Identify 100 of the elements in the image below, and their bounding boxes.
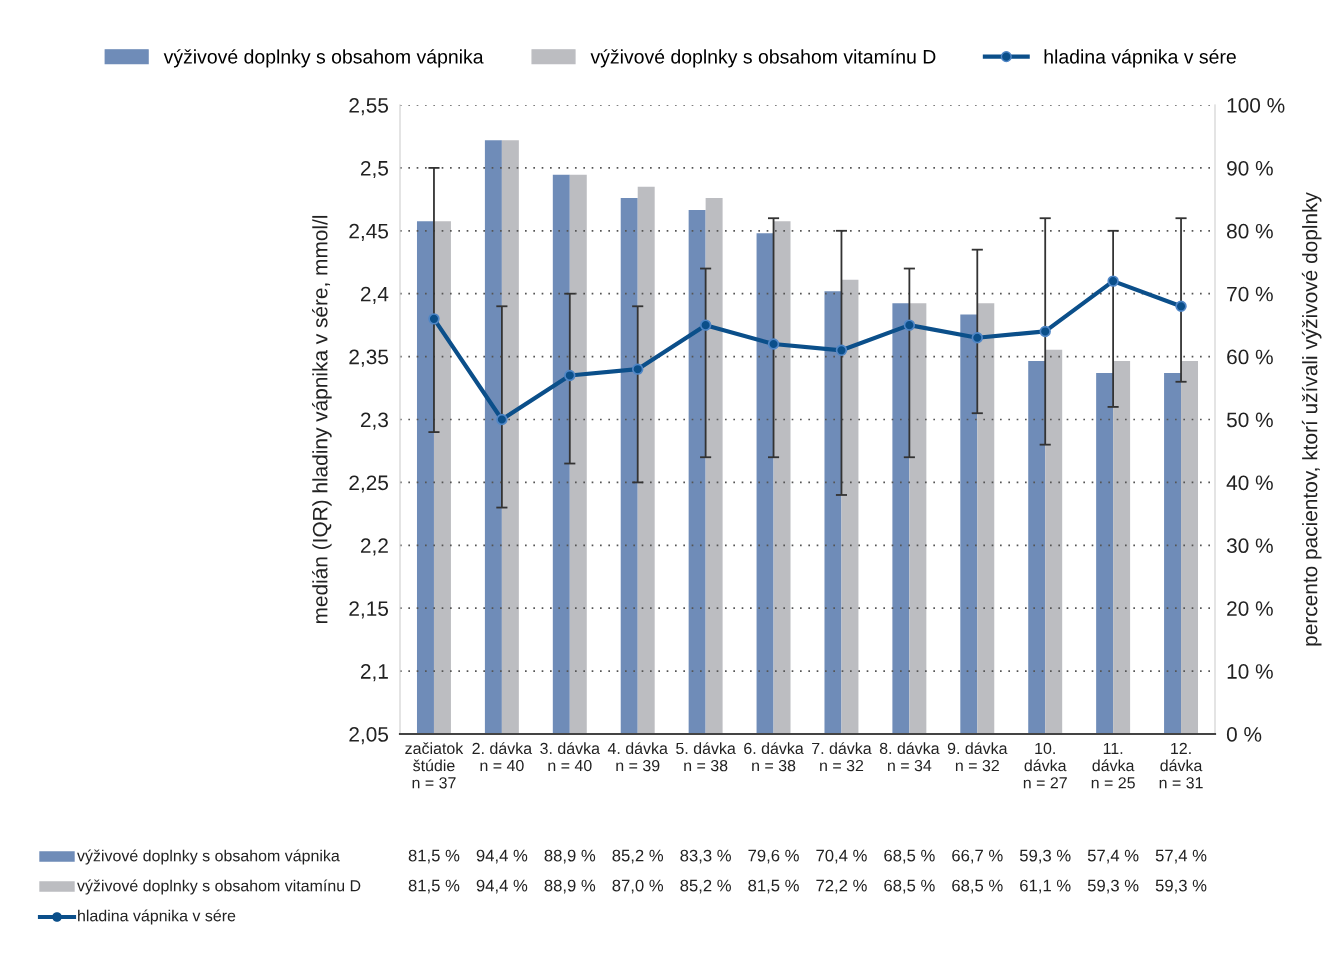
x-tick-label: 3. dávka n = 40	[540, 742, 600, 772]
bar	[892, 303, 910, 734]
data-label: 81,5 %	[408, 879, 460, 894]
data-label: 94,4 %	[476, 849, 528, 864]
bar	[977, 303, 995, 734]
x-tick-label: 5. dávka n = 38	[676, 742, 736, 772]
y2-tick-label: 20 %	[1227, 601, 1273, 616]
data-label: 83,3 %	[680, 849, 731, 864]
point	[632, 363, 644, 375]
bar	[433, 221, 451, 734]
data-label: 68,5 %	[884, 849, 935, 864]
text: výživové doplnky s obsahom vitamínu D	[77, 879, 361, 895]
y-tick-label: 2,3	[360, 412, 388, 430]
bar	[569, 174, 587, 734]
y-tick-label: 2,2	[360, 538, 388, 556]
text: výživové doplnky s obsahom vápnika	[77, 849, 340, 865]
point	[767, 338, 780, 350]
x-tick-label: 7. dávka n = 32	[812, 742, 872, 772]
x-tick-label: začiatok štúdie n = 37	[405, 742, 464, 789]
point	[835, 344, 848, 357]
point	[699, 319, 712, 331]
text: hladina vápnika v sére	[78, 909, 236, 925]
data-label: 79,6 %	[748, 849, 799, 864]
bar	[705, 198, 723, 734]
bar	[688, 210, 706, 734]
bar	[501, 140, 519, 734]
bar	[1028, 361, 1046, 734]
point	[1175, 300, 1187, 312]
bar	[620, 198, 638, 734]
point	[564, 369, 576, 382]
y2-tick-label: 0 %	[1226, 727, 1262, 742]
x-tick-label: 2. dávka n = 40	[472, 742, 533, 772]
data-label: 94,4 %	[476, 879, 528, 894]
y2-axis-title: percento pacientov, ktorí užívali výživové doplnky	[1301, 192, 1322, 646]
bar	[841, 279, 859, 734]
bar	[773, 221, 791, 734]
data-label: 59,3 %	[1155, 879, 1207, 894]
point	[496, 413, 508, 426]
bar	[909, 303, 927, 734]
point	[1039, 325, 1051, 338]
y-tick-label: 2,15	[349, 601, 389, 619]
bar	[756, 233, 774, 734]
y-tick-label: 2,05	[349, 727, 389, 745]
x-tick-label: 6. dávka n = 38	[744, 742, 804, 772]
y2-tick-label: 10 %	[1227, 664, 1273, 679]
y-tick-label: 2,4	[360, 286, 389, 304]
y2-tick-label: 90 %	[1227, 160, 1273, 176]
x-tick-label: 11. dávka n = 25	[1091, 742, 1135, 789]
y-tick-label: 2,35	[349, 349, 389, 367]
bar	[824, 291, 842, 734]
point	[903, 319, 916, 331]
point	[971, 332, 983, 344]
x-tick-label: 8. dávka n = 34	[879, 742, 940, 772]
bar	[1181, 361, 1199, 734]
data-label: 57,4 %	[1155, 849, 1207, 864]
data-label: 57,4 %	[1087, 849, 1139, 864]
data-label: 70,4 %	[816, 849, 867, 864]
y-axis-title: medián (IQR) hladiny vápnika v sére, mmol/l	[312, 215, 332, 624]
data-label: 81,5 %	[748, 879, 799, 894]
point	[428, 313, 440, 325]
bar	[416, 221, 434, 734]
bar	[1164, 372, 1182, 734]
bar	[960, 314, 978, 734]
data-label: 68,5 %	[952, 879, 1003, 894]
y2-tick-label: 100 %	[1227, 98, 1285, 113]
bar	[1096, 372, 1114, 734]
data-label: 85,2 %	[612, 849, 664, 864]
y2-tick-label: 70 %	[1227, 286, 1273, 302]
data-label: 66,7 %	[952, 849, 1003, 864]
y-tick-label: 2,55	[349, 98, 389, 116]
y-tick-label: 2,1	[360, 664, 388, 682]
data-label: 59,3 %	[1019, 849, 1071, 864]
bar	[1045, 349, 1063, 734]
y-tick-label: 2,5	[360, 160, 389, 179]
data-label: 87,0 %	[612, 879, 664, 894]
y2-tick-label: 60 %	[1227, 349, 1273, 365]
legend-label: hladina vápnika v sére	[1044, 49, 1236, 68]
x-tick-label: 4. dávka n = 39	[607, 742, 668, 772]
data-label: 61,1 %	[1020, 879, 1071, 894]
data-label: 59,3 %	[1087, 879, 1139, 894]
y2-tick-label: 40 %	[1226, 475, 1273, 491]
x-tick-label: 12. dávka n = 31	[1159, 742, 1203, 789]
data-label: 72,2 %	[816, 879, 867, 894]
y-tick-label: 2,25	[349, 475, 389, 493]
bar	[1113, 361, 1131, 734]
bar	[484, 140, 502, 734]
data-label: 81,5 %	[408, 849, 460, 864]
data-label: 88,9 %	[544, 879, 596, 894]
data-label: 85,2 %	[680, 879, 731, 894]
x-tick-label: 9. dávka n = 32	[947, 742, 1008, 772]
data-label: 68,5 %	[884, 879, 935, 894]
legend-label: výživové doplnky s obsahom vitamínu D	[590, 49, 936, 68]
bar	[637, 186, 655, 734]
point	[1107, 275, 1119, 287]
y-tick-label: 2,45	[349, 223, 389, 242]
bar	[552, 174, 570, 734]
x-tick-label: 10. dávka n = 27	[1023, 742, 1067, 789]
legend-label: výživové doplnky s obsahom vápnika	[163, 49, 484, 68]
y2-tick-label: 30 %	[1226, 538, 1273, 554]
y2-tick-label: 50 %	[1226, 412, 1273, 428]
